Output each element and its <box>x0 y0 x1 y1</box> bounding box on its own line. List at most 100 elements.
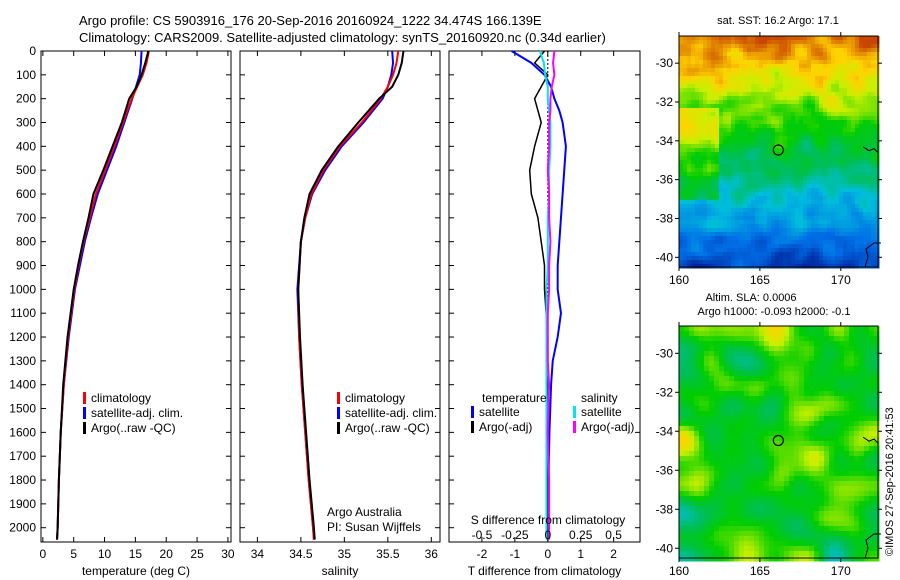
map-cell <box>864 476 870 482</box>
map-cell <box>687 152 692 157</box>
map-cell <box>839 491 845 497</box>
map-cell <box>739 481 745 487</box>
map-cell <box>747 132 752 137</box>
map-cell <box>787 60 792 65</box>
map-cell <box>683 232 688 237</box>
map-cell <box>811 92 816 97</box>
map-cell <box>779 112 784 117</box>
map-cell <box>799 416 805 422</box>
map-cell <box>847 244 852 249</box>
map-cell <box>831 164 836 169</box>
map-cell <box>807 216 812 221</box>
map-cell <box>827 184 832 189</box>
map-cell <box>763 252 768 257</box>
map-cell <box>847 216 852 221</box>
map-cell <box>815 136 820 141</box>
map-cell <box>799 116 804 121</box>
map-cell <box>843 256 848 261</box>
map-cell <box>729 471 735 477</box>
map-cell <box>815 204 820 209</box>
map-cell <box>709 421 715 427</box>
map-cell <box>847 232 852 237</box>
map-cell <box>811 80 816 85</box>
map-cell <box>707 60 712 65</box>
map-cell <box>727 208 732 213</box>
map-cell <box>839 68 844 73</box>
map-cell <box>827 72 832 77</box>
map-cell <box>874 401 880 407</box>
map-cell <box>751 220 756 225</box>
map-cell <box>871 156 876 161</box>
map-cell <box>734 426 740 432</box>
map-cell <box>771 212 776 217</box>
map-cell <box>864 406 870 412</box>
map-cell <box>827 68 832 73</box>
map-cell <box>743 260 748 265</box>
map-cell <box>819 240 824 245</box>
map-cell <box>769 326 775 332</box>
map-cell <box>779 52 784 57</box>
map-cell <box>791 100 796 105</box>
map-cell <box>863 60 868 65</box>
map-cell <box>711 92 716 97</box>
map-cell <box>684 351 690 357</box>
map-cell <box>763 128 768 133</box>
x-axis-label: temperature (deg C) <box>82 564 190 578</box>
map-cell <box>764 406 770 412</box>
map-cell <box>855 36 860 41</box>
map-cell <box>779 80 784 85</box>
map-cell <box>843 224 848 229</box>
map-cell <box>714 416 720 422</box>
map-cell <box>723 100 728 105</box>
map-cell <box>834 466 840 472</box>
map-cell <box>859 116 864 121</box>
map-cell <box>709 356 715 362</box>
map-cell <box>854 441 860 447</box>
map-cell <box>859 80 864 85</box>
map-cell <box>755 140 760 145</box>
map-cell <box>849 486 855 492</box>
map-cell <box>839 406 845 412</box>
map-cell <box>729 516 735 522</box>
map-cell <box>699 156 704 161</box>
map-cell <box>839 64 844 69</box>
map-cell <box>687 148 692 153</box>
lon-tick-label: 170 <box>831 273 851 287</box>
map-cell <box>759 68 764 73</box>
legend-label: satellite <box>581 405 622 419</box>
map-cell <box>794 491 800 497</box>
map-cell <box>719 148 724 153</box>
map-cell <box>679 160 684 165</box>
map-cell <box>759 546 765 552</box>
map-cell <box>699 521 705 527</box>
map-cell <box>863 140 868 145</box>
map-cell <box>755 180 760 185</box>
map-cell <box>871 232 876 237</box>
map-cell <box>871 196 876 201</box>
map-cell <box>714 376 720 382</box>
map-cell <box>824 391 830 397</box>
map-cell <box>704 496 710 502</box>
map-cell <box>699 346 705 352</box>
map-cell <box>849 426 855 432</box>
map-cell <box>834 421 840 427</box>
map-cell <box>735 104 740 109</box>
map-cell <box>847 108 852 113</box>
map-cell <box>803 184 808 189</box>
map-cell <box>743 232 748 237</box>
map-cell <box>869 511 875 517</box>
map-cell <box>729 371 735 377</box>
map-cell <box>827 104 832 109</box>
map-cell <box>715 64 720 69</box>
map-cell <box>755 260 760 265</box>
map-cell <box>755 156 760 161</box>
map-cell <box>715 132 720 137</box>
map-cell <box>795 68 800 73</box>
map-cell <box>755 120 760 125</box>
map-cell <box>715 260 720 265</box>
map-cell <box>863 244 868 249</box>
map-cell <box>691 136 696 141</box>
map-cell <box>699 96 704 101</box>
map-cell <box>739 396 745 402</box>
map-cell <box>719 356 725 362</box>
